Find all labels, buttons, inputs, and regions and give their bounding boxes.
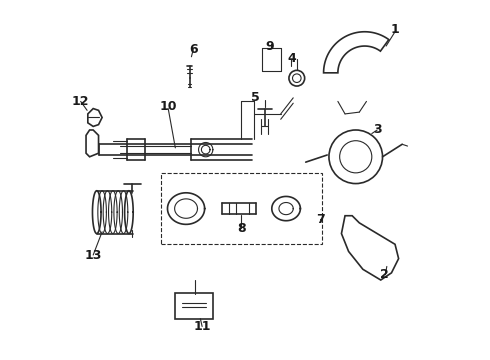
Text: 3: 3 [373, 123, 382, 136]
Text: 5: 5 [251, 91, 260, 104]
Text: 6: 6 [189, 43, 197, 56]
Text: 1: 1 [391, 23, 399, 36]
Text: 2: 2 [380, 268, 389, 281]
Text: 8: 8 [237, 222, 246, 235]
Text: 10: 10 [159, 100, 177, 113]
Text: 13: 13 [84, 248, 102, 261]
Text: 9: 9 [266, 40, 274, 53]
Text: 12: 12 [72, 95, 90, 108]
Text: 7: 7 [316, 213, 324, 226]
Text: 11: 11 [194, 320, 211, 333]
Text: 4: 4 [287, 52, 296, 65]
